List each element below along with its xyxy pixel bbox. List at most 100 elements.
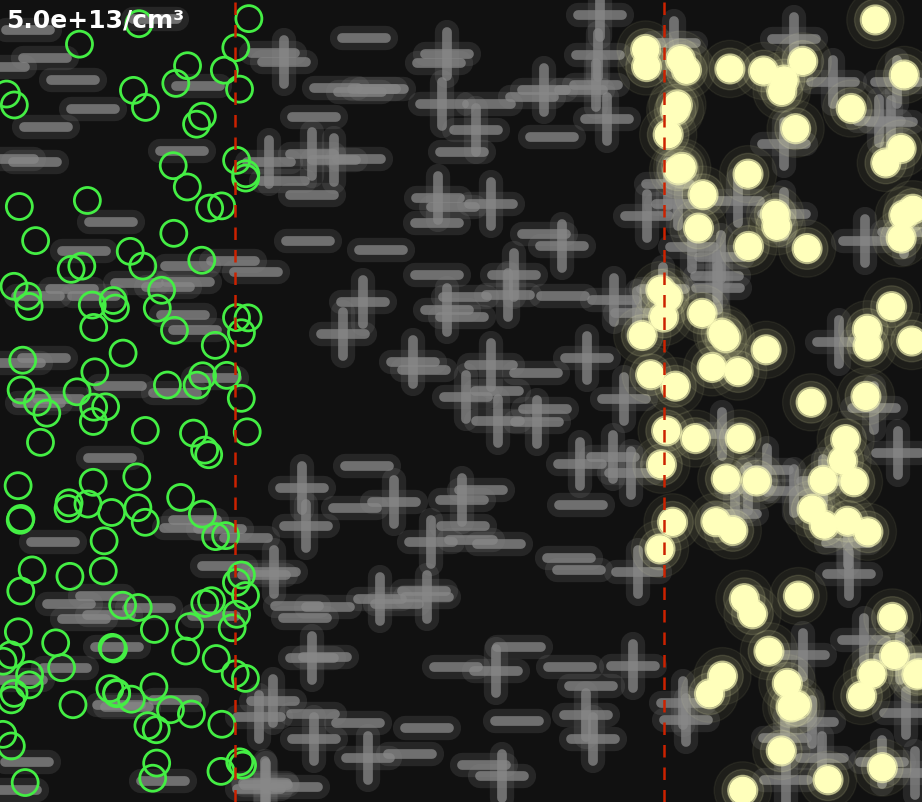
Circle shape (837, 368, 894, 425)
Circle shape (792, 233, 822, 264)
Circle shape (698, 451, 755, 508)
Circle shape (727, 225, 769, 267)
Circle shape (732, 593, 774, 634)
Circle shape (879, 294, 904, 320)
Circle shape (748, 630, 790, 672)
Circle shape (833, 667, 891, 724)
Circle shape (643, 296, 684, 338)
Circle shape (883, 313, 922, 370)
Circle shape (632, 51, 661, 82)
Circle shape (859, 661, 885, 687)
Circle shape (659, 38, 702, 80)
Circle shape (654, 418, 680, 444)
Circle shape (831, 87, 872, 129)
Circle shape (697, 309, 754, 367)
Circle shape (813, 765, 843, 795)
Circle shape (743, 468, 770, 494)
Circle shape (822, 439, 863, 481)
Circle shape (753, 63, 810, 120)
Circle shape (696, 681, 723, 707)
Circle shape (705, 317, 747, 358)
Circle shape (662, 373, 689, 399)
Circle shape (614, 307, 671, 364)
Circle shape (694, 647, 751, 705)
Circle shape (626, 46, 668, 87)
Circle shape (872, 120, 922, 177)
Circle shape (808, 759, 849, 800)
Circle shape (763, 59, 805, 101)
Circle shape (718, 516, 748, 545)
Circle shape (880, 640, 909, 670)
Circle shape (799, 751, 857, 802)
Circle shape (845, 375, 887, 417)
Circle shape (640, 269, 697, 326)
Circle shape (665, 157, 692, 183)
Circle shape (841, 675, 882, 717)
Circle shape (668, 47, 693, 73)
Circle shape (888, 646, 922, 703)
Circle shape (735, 161, 761, 187)
Circle shape (890, 60, 919, 90)
Circle shape (799, 496, 825, 522)
Circle shape (702, 655, 743, 697)
Circle shape (855, 519, 881, 545)
Circle shape (763, 213, 790, 239)
Circle shape (653, 282, 683, 312)
Circle shape (881, 642, 907, 668)
Circle shape (825, 419, 867, 460)
Circle shape (724, 578, 765, 619)
Circle shape (881, 217, 922, 259)
Circle shape (883, 55, 922, 95)
Circle shape (783, 374, 840, 431)
Circle shape (724, 585, 781, 642)
Circle shape (665, 92, 691, 118)
Circle shape (709, 320, 735, 346)
Circle shape (747, 186, 804, 243)
Circle shape (782, 41, 823, 82)
Circle shape (648, 452, 675, 478)
Circle shape (745, 329, 786, 371)
Circle shape (767, 76, 797, 107)
Circle shape (663, 155, 693, 184)
Circle shape (819, 492, 876, 550)
Circle shape (768, 676, 825, 734)
Circle shape (625, 29, 667, 71)
Circle shape (740, 622, 798, 680)
Circle shape (878, 602, 907, 633)
Circle shape (891, 645, 922, 702)
Circle shape (848, 683, 875, 709)
Circle shape (786, 228, 828, 269)
Circle shape (657, 508, 688, 537)
Circle shape (857, 659, 887, 689)
Circle shape (855, 0, 896, 41)
Circle shape (839, 467, 869, 496)
Circle shape (871, 597, 913, 638)
Circle shape (876, 47, 922, 103)
Circle shape (781, 114, 810, 144)
Circle shape (719, 418, 761, 460)
Circle shape (898, 194, 922, 225)
Circle shape (669, 154, 695, 180)
Circle shape (726, 358, 751, 385)
Circle shape (667, 410, 724, 467)
Circle shape (688, 180, 718, 209)
Circle shape (830, 448, 856, 474)
Circle shape (827, 500, 869, 542)
Circle shape (886, 134, 916, 164)
Circle shape (892, 62, 917, 88)
Circle shape (734, 232, 763, 261)
Circle shape (717, 56, 743, 82)
Circle shape (853, 383, 879, 409)
Circle shape (714, 466, 739, 492)
Circle shape (896, 654, 922, 695)
Circle shape (646, 450, 677, 480)
Circle shape (778, 694, 804, 720)
Circle shape (647, 276, 689, 318)
Circle shape (705, 458, 747, 500)
Circle shape (689, 673, 730, 715)
Circle shape (852, 314, 882, 344)
Circle shape (868, 752, 897, 783)
Circle shape (814, 432, 871, 489)
Circle shape (727, 153, 769, 195)
Circle shape (854, 739, 911, 796)
